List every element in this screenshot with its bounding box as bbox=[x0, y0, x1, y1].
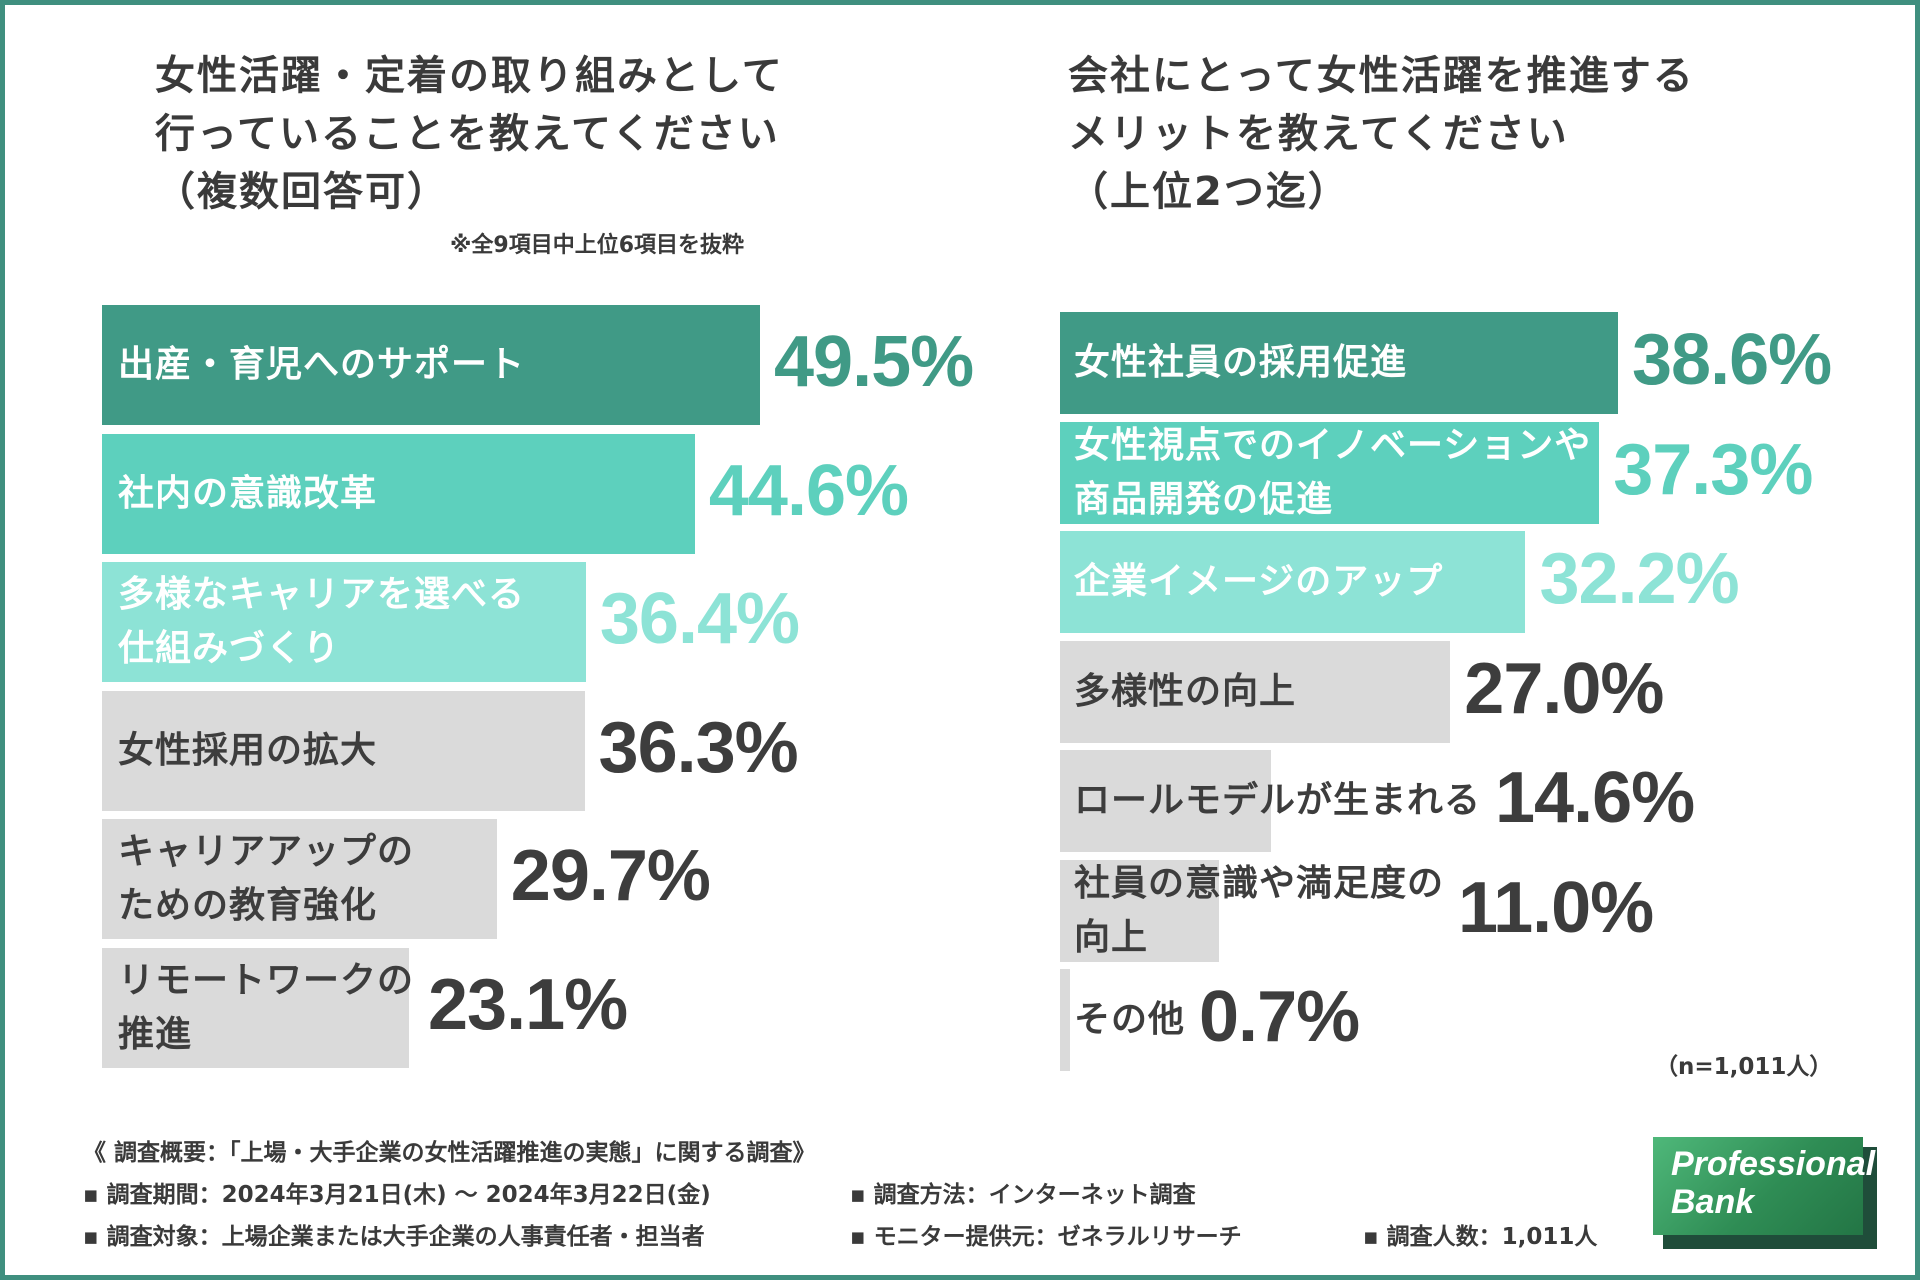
bar-label-6: リモートワークの 推進 bbox=[118, 954, 414, 1062]
bar-label-line: ロールモデルが生まれる bbox=[1074, 780, 1482, 821]
bar-value-3: 36.4% bbox=[599, 579, 800, 659]
right-bar-chart: 女性社員の採用促進 38.6% 女性視点でのイノベーションや 商品開発の促進 37.3%… bbox=[5, 5, 1920, 1285]
bar-label-line: 商品開発の促進 bbox=[1074, 478, 1334, 520]
bar-value-4: 27.0% bbox=[1464, 648, 1664, 729]
bar-value-1: 38.6% bbox=[1632, 320, 1832, 400]
survey-heading: 《 調査概要：「上場・大手企業の女性活躍推進の実態」に関する調査》 bbox=[83, 1140, 816, 1166]
bar-label-line: 推進 bbox=[118, 1013, 193, 1055]
sample-size: （n=1,011人） bbox=[1655, 1054, 1833, 1080]
bar-3 bbox=[102, 562, 586, 682]
bar-2 bbox=[1060, 421, 1600, 524]
bar-label-line: 社内の意識改革 bbox=[118, 472, 378, 514]
bar-label-4: 多様性の向上 bbox=[1074, 665, 1296, 719]
left-chart-note: ※全9項目中上位6項目を抜粋 bbox=[450, 233, 745, 258]
bar-label-line: リモートワークの bbox=[118, 959, 415, 1001]
bar-1 bbox=[1060, 312, 1618, 414]
bar-6 bbox=[1060, 859, 1219, 962]
right-chart-title: 会社にとって女性活躍を推進する メリットを教えてください （上位2つ迄） bbox=[1068, 47, 1695, 221]
bar-value-6: 11.0% bbox=[1458, 867, 1654, 948]
survey-period: ▪ 調査期間：2024年3月21日(木) 〜 2024年3月22日(金) bbox=[83, 1182, 711, 1208]
bar-label-6: 社員の意識や満足度の 向上 bbox=[1074, 857, 1444, 965]
bar-value-5: 14.6% bbox=[1495, 758, 1695, 838]
bar-value-2: 44.6% bbox=[708, 450, 909, 531]
bar-label-line: 女性採用の拡大 bbox=[118, 729, 378, 771]
bar-label-line: 出産・育児へのサポート bbox=[118, 344, 526, 385]
logo-plate: Professional Bank bbox=[1653, 1137, 1876, 1235]
survey-count: ▪ 調査人数：1,011人 bbox=[1363, 1224, 1598, 1250]
bar-value-6: 23.1% bbox=[428, 964, 628, 1045]
bar-label-line: 女性視点でのイノベーションや bbox=[1074, 424, 1592, 466]
right-title-line-3: （上位2つ迄） bbox=[1068, 169, 1350, 215]
bar-label-line: 向上 bbox=[1074, 916, 1149, 958]
bar-4 bbox=[102, 690, 585, 811]
left-title-line-2: 行っていることを教えてください bbox=[155, 111, 780, 157]
logo-line-2: Bank bbox=[1671, 1183, 1755, 1221]
bar-label-1: 女性社員の採用促進 bbox=[1074, 336, 1407, 390]
bar-label-line: ための教育強化 bbox=[118, 885, 378, 926]
bar-label-line: 仕組みづくり bbox=[118, 628, 341, 669]
bar-value-2: 37.3% bbox=[1613, 429, 1813, 510]
bar-label-3: 企業イメージのアップ bbox=[1074, 555, 1443, 609]
bar-label-3: 多様なキャリアを選べる 仕組みづくり bbox=[118, 568, 525, 676]
bar-label-2: 社内の意識改革 bbox=[118, 467, 377, 521]
left-chart-title: 女性活躍・定着の取り組みとして 行っていることを教えてください （複数回答可） bbox=[155, 47, 784, 221]
right-title-line-2: メリットを教えてください bbox=[1068, 111, 1569, 157]
survey-method: ▪ 調査方法：インターネット調査 bbox=[850, 1182, 1196, 1208]
bar-label-1: 出産・育児へのサポート bbox=[118, 338, 525, 392]
right-title-line-1: 会社にとって女性活躍を推進する bbox=[1068, 53, 1695, 99]
bar-label-7: その他 bbox=[1074, 993, 1185, 1047]
bar-label-line: 社員の意識や満足度の bbox=[1074, 862, 1445, 904]
bar-label-line: その他 bbox=[1074, 999, 1186, 1040]
bar-value-1: 49.5% bbox=[774, 322, 974, 402]
bar-label-2: 女性視点でのイノベーションや 商品開発の促進 bbox=[1074, 419, 1591, 527]
bar-label-line: 女性社員の採用促進 bbox=[1074, 342, 1408, 383]
left-bar-chart: 出産・育児へのサポート 49.5% 社内の意識改革 44.6% 多様なキャリアを選べる仕… bbox=[5, 5, 1920, 1285]
bar-value-7: 0.7% bbox=[1199, 977, 1360, 1057]
bar-label-5: キャリアアップの ための教育強化 bbox=[118, 825, 414, 933]
left-title-line-3: （複数回答可） bbox=[155, 169, 449, 215]
logo-line-1: Professional bbox=[1671, 1145, 1876, 1183]
bar-1 bbox=[102, 305, 760, 425]
bar-7 bbox=[1060, 969, 1071, 1071]
bar-label-line: 多様性の向上 bbox=[1074, 670, 1297, 712]
bar-4 bbox=[1060, 640, 1451, 743]
bar-2 bbox=[102, 433, 695, 554]
bar-label-line: 多様なキャリアを選べる bbox=[118, 574, 526, 615]
bar-label-line: キャリアアップの bbox=[118, 831, 415, 872]
bar-5 bbox=[102, 819, 497, 939]
survey-target: ▪ 調査対象：上場企業または大手企業の人事責任者・担当者 bbox=[83, 1224, 705, 1250]
bar-value-4: 36.3% bbox=[598, 707, 799, 788]
bar-label-line: 企業イメージのアップ bbox=[1074, 561, 1444, 602]
bar-3 bbox=[1060, 531, 1526, 633]
bar-value-5: 29.7% bbox=[510, 836, 711, 916]
bar-label-5: ロールモデルが生まれる bbox=[1074, 774, 1481, 828]
left-title-line-1: 女性活躍・定着の取り組みとして bbox=[155, 53, 784, 99]
bar-5 bbox=[1060, 750, 1272, 852]
bar-label-4: 女性採用の拡大 bbox=[118, 724, 377, 778]
survey-provider: ▪ モニター提供元：ゼネラルリサーチ bbox=[850, 1224, 1242, 1250]
bar-value-3: 32.2% bbox=[1539, 539, 1739, 619]
bar-6 bbox=[102, 947, 410, 1068]
professional-bank-logo: Professional Bank bbox=[1653, 1137, 1877, 1249]
